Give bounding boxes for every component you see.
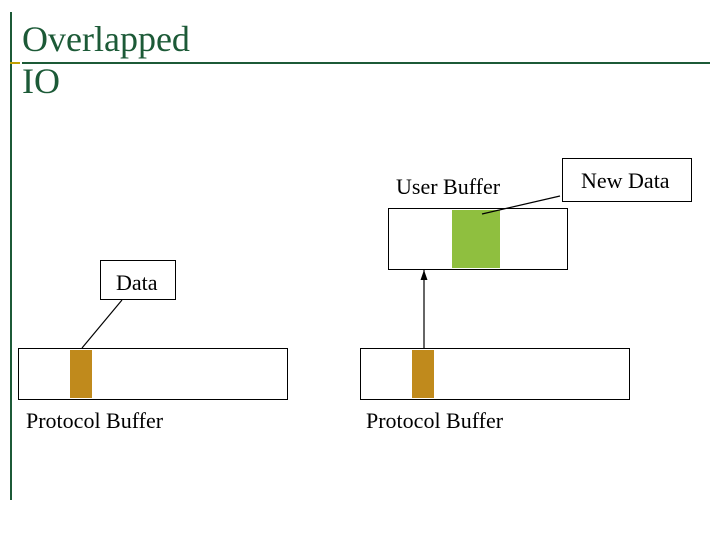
title-text: Overlapped IO — [22, 18, 190, 102]
protocol-buffer-right-label: Protocol Buffer — [366, 408, 503, 434]
protocol-buffer-left-label: Protocol Buffer — [26, 408, 163, 434]
slide-left-border — [10, 12, 12, 500]
title-underline — [0, 62, 720, 64]
user-buffer-label: User Buffer — [396, 174, 500, 200]
new-data-label: New Data — [581, 168, 670, 194]
title-underline-accent — [10, 62, 20, 64]
title-underline-main — [22, 62, 710, 64]
protocol-buffer-left-fill — [70, 350, 92, 398]
data-label: Data — [116, 270, 158, 296]
protocol-buffer-left-box — [18, 348, 288, 400]
user-buffer-fill — [452, 210, 500, 268]
protocol-buffer-right-fill — [412, 350, 434, 398]
protocol-buffer-right-box — [360, 348, 630, 400]
